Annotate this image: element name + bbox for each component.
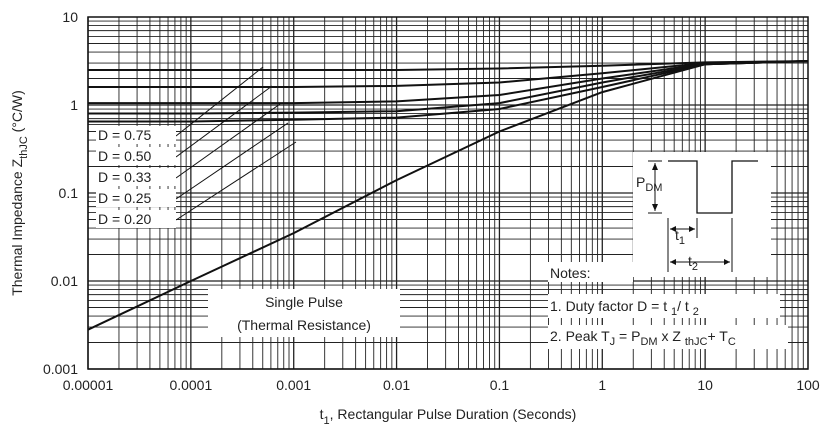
single-pulse-label-box: Single Pulse (Thermal Resistance) bbox=[208, 289, 400, 337]
plot-frame bbox=[87, 16, 809, 370]
duty-label: D = 0.50 bbox=[98, 148, 152, 164]
y-tick-label: 10 bbox=[62, 9, 78, 25]
series-duty-1 bbox=[88, 60, 809, 88]
note-peak-tj: 2. Peak TJ = PDM x Z thJC+ TC bbox=[550, 328, 736, 348]
x-tick-labels: 0.00001 0.0001 0.001 0.01 0.1 1 10 100 bbox=[63, 377, 820, 393]
duty-label: D = 0.20 bbox=[98, 211, 152, 227]
duty-label: D = 0.33 bbox=[98, 169, 152, 185]
note-duty-factor: 1. Duty factor D = t 1/ t 2 bbox=[550, 298, 699, 318]
duty-labels: D = 0.75 D = 0.50 D = 0.33 D = 0.25 D = 0.20 bbox=[96, 126, 176, 228]
duty-leader-line bbox=[175, 66, 264, 137]
x-axis-title: t1, Rectangular Pulse Duration (Seconds) bbox=[320, 406, 577, 427]
duty-leader-line bbox=[175, 85, 273, 158]
notes-title: Notes: bbox=[550, 265, 590, 281]
x-tick-label: 0.1 bbox=[490, 377, 510, 393]
pdm-label: PDM bbox=[636, 174, 662, 194]
series-single-pulse bbox=[87, 60, 809, 331]
single-pulse-label-2: (Thermal Resistance) bbox=[237, 317, 371, 333]
duty-label: D = 0.75 bbox=[98, 127, 152, 143]
y-tick-labels: 0.001 0.01 0.1 1 10 bbox=[43, 9, 78, 377]
x-tick-label: 0.0001 bbox=[169, 377, 212, 393]
series-duty-2 bbox=[88, 60, 809, 105]
y-tick-label: 0.01 bbox=[51, 273, 78, 289]
duty-label-bg bbox=[96, 189, 176, 207]
duty-diagonals bbox=[175, 66, 297, 221]
series-duty-0 bbox=[88, 60, 809, 71]
x-tick-label: 0.01 bbox=[383, 377, 410, 393]
duty-leader-line bbox=[175, 141, 297, 221]
duty-leader-line bbox=[175, 122, 289, 200]
curves bbox=[87, 60, 809, 331]
duty-label-bg bbox=[96, 126, 176, 144]
duty-label-bg bbox=[96, 168, 176, 186]
x-tick-label: 0.00001 bbox=[63, 377, 114, 393]
y-tick-label: 0.1 bbox=[59, 185, 79, 201]
x-tick-label: 1 bbox=[598, 377, 606, 393]
duty-leader-line bbox=[175, 103, 281, 179]
notes: Notes: 1. Duty factor D = t 1/ t 2 2. Pe… bbox=[548, 262, 788, 349]
y-tick-label: 1 bbox=[70, 97, 78, 113]
pulse-waveform-inset: PDM t1 t2 bbox=[633, 152, 771, 277]
x-tick-label: 10 bbox=[697, 377, 713, 393]
duty-label-bg bbox=[96, 147, 176, 165]
t1-label: t1 bbox=[675, 227, 685, 247]
t2-label: t2 bbox=[688, 253, 698, 273]
x-tick-label: 100 bbox=[796, 377, 820, 393]
pulse-waveform bbox=[668, 160, 758, 214]
duty-label: D = 0.25 bbox=[98, 190, 152, 206]
single-pulse-label-1: Single Pulse bbox=[265, 294, 343, 310]
x-tick-label: 0.001 bbox=[276, 377, 311, 393]
duty-label-bg bbox=[96, 210, 176, 228]
y-axis-title: Thermal Impedance ZthJC (°C/W) bbox=[9, 90, 30, 296]
y-tick-label: 0.001 bbox=[43, 361, 78, 377]
